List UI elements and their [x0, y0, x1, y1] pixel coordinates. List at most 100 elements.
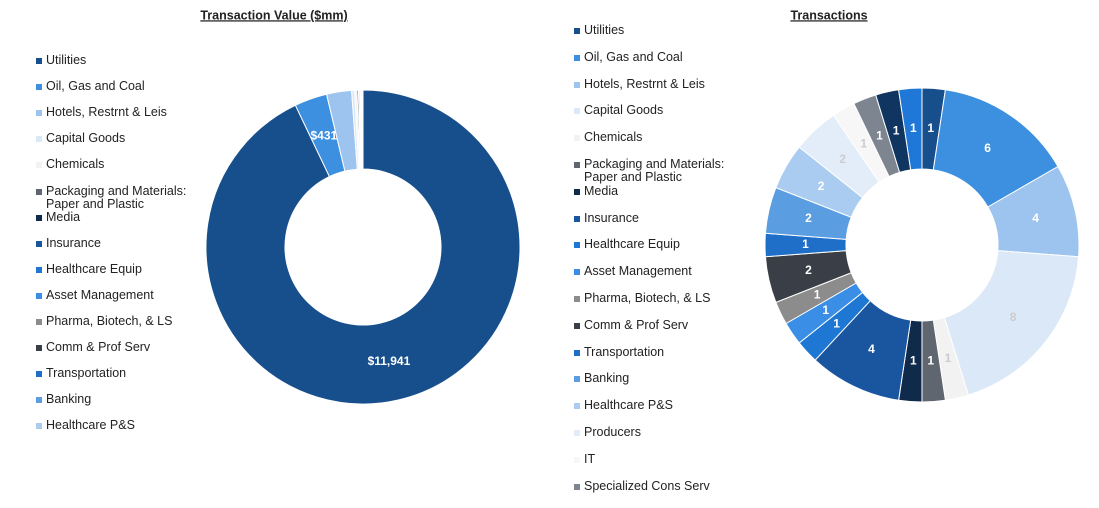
legend-label: Comm & Prof Serv [584, 317, 689, 332]
legend-label: Insurance [46, 235, 101, 250]
legend-swatch [36, 345, 42, 352]
data-label: 2 [818, 179, 825, 193]
legend-entry: Hotels, Restrnt & Leis [574, 77, 749, 91]
legend-entry: Comm & Prof Serv [574, 317, 749, 332]
legend-entry: Producers [574, 425, 749, 439]
legend-entry: Healthcare P&S [574, 398, 749, 413]
donut-slice [898, 87, 923, 171]
legend-swatch [574, 456, 580, 463]
data-label: 2 [805, 263, 812, 277]
legend-swatch [574, 54, 580, 61]
legend-label: Chemicals [46, 157, 105, 172]
legend-swatch [574, 403, 580, 410]
legend-entry: Utilities [574, 23, 749, 37]
donut-slice [205, 89, 521, 405]
legend-label: Packaging and Materials: Paper and Plast… [584, 157, 725, 184]
legend-swatch [574, 188, 580, 195]
legend-label: Transportation [46, 366, 127, 381]
data-label: $431 [311, 128, 338, 142]
legend-swatch [574, 242, 580, 249]
legend-entry: Healthcare Equip [574, 237, 749, 252]
legend-swatch [574, 376, 580, 383]
legend-label: Utilities [584, 23, 625, 37]
legend-entry: Hotels, Restrnt & Leis [36, 105, 211, 120]
legend-entry: Transportation [36, 366, 211, 381]
legend-label: Specialized Cons Serv [584, 478, 710, 493]
legend-swatch [574, 108, 580, 115]
legend-swatch [574, 322, 580, 329]
legend-label: Pharma, Biotech, & LS [46, 314, 173, 328]
legend-label: Comm & Prof Serv [46, 340, 151, 355]
legend-swatch [36, 84, 42, 91]
legend-swatch [36, 136, 42, 143]
data-label: 2 [805, 211, 812, 225]
legend-entry: Asset Management [574, 265, 749, 278]
legend-swatch [574, 162, 580, 168]
legend-swatch [36, 292, 42, 299]
legend-entry: Insurance [574, 210, 749, 225]
legend-label: Insurance [584, 210, 639, 225]
legend-entry: Packaging and Materials: Paper and Plast… [36, 184, 211, 211]
legend-entry: Capital Goods [36, 131, 211, 146]
donut-slice [943, 250, 1080, 396]
legend-label: Pharma, Biotech, & LS [584, 291, 711, 305]
legend-label: Utilities [46, 53, 87, 67]
data-label: 6 [984, 141, 991, 155]
legend-swatch [574, 135, 580, 142]
legend-label: Transportation [584, 344, 665, 359]
legend-swatch [574, 215, 580, 222]
legend-entry: Media [36, 209, 211, 224]
legend-swatch [36, 371, 42, 378]
legend-label: Banking [46, 392, 92, 407]
legend-swatch [36, 188, 42, 195]
legend-entry: Oil, Gas and Coal [36, 79, 211, 94]
legend-swatch [574, 483, 580, 490]
legend-label: Healthcare P&S [46, 418, 135, 433]
data-label: 1 [910, 353, 917, 367]
legend-swatch [36, 397, 42, 404]
legend-label: Asset Management [46, 287, 154, 302]
legend-label: Capital Goods [46, 131, 126, 146]
legend-label: Hotels, Restrnt & Leis [46, 105, 167, 120]
legend-entry: Utilities [36, 53, 211, 67]
legend-entry: Banking [574, 371, 749, 386]
legend-entry: Chemicals [574, 130, 749, 145]
chart-title: Transaction Value ($mm) [200, 8, 347, 22]
legend-swatch [36, 423, 42, 430]
legend-label: Oil, Gas and Coal [46, 79, 145, 94]
legend-swatch [574, 296, 580, 302]
legend-entry: Capital Goods [574, 103, 749, 118]
legend-swatch [574, 28, 580, 34]
legend-swatch [36, 214, 42, 221]
data-label: 1 [893, 124, 900, 138]
legend-label: Oil, Gas and Coal [584, 49, 683, 64]
legend-swatch [574, 349, 580, 356]
legend-label: Healthcare Equip [584, 237, 680, 252]
legend-label: Banking [584, 371, 630, 386]
legend-label: Producers [584, 425, 641, 439]
legend-label: Media [46, 209, 81, 224]
data-label: 2 [839, 152, 846, 166]
legend-entry: IT [574, 451, 749, 466]
legend-swatch [574, 81, 580, 88]
legend-label: Capital Goods [584, 103, 664, 118]
data-label: 1 [927, 353, 934, 367]
legend-entry: Banking [36, 392, 211, 407]
legend-label: Healthcare Equip [46, 261, 142, 276]
data-label: 1 [945, 351, 952, 365]
legend-label: IT [584, 451, 596, 466]
legend-entry: Healthcare Equip [36, 261, 211, 276]
legend-swatch [574, 430, 580, 436]
legend-entry: Transportation [574, 344, 749, 359]
legend-label: Healthcare P&S [584, 398, 673, 413]
legend-swatch [36, 58, 42, 64]
legend-swatch [574, 269, 580, 276]
legend-swatch [36, 162, 42, 169]
data-label: 1 [860, 136, 867, 150]
legend-entry: Oil, Gas and Coal [574, 49, 749, 64]
legend-label: Chemicals [584, 130, 643, 145]
legend-swatch [36, 319, 42, 325]
legend-swatch [36, 266, 42, 273]
legend-label: Media [584, 183, 619, 198]
